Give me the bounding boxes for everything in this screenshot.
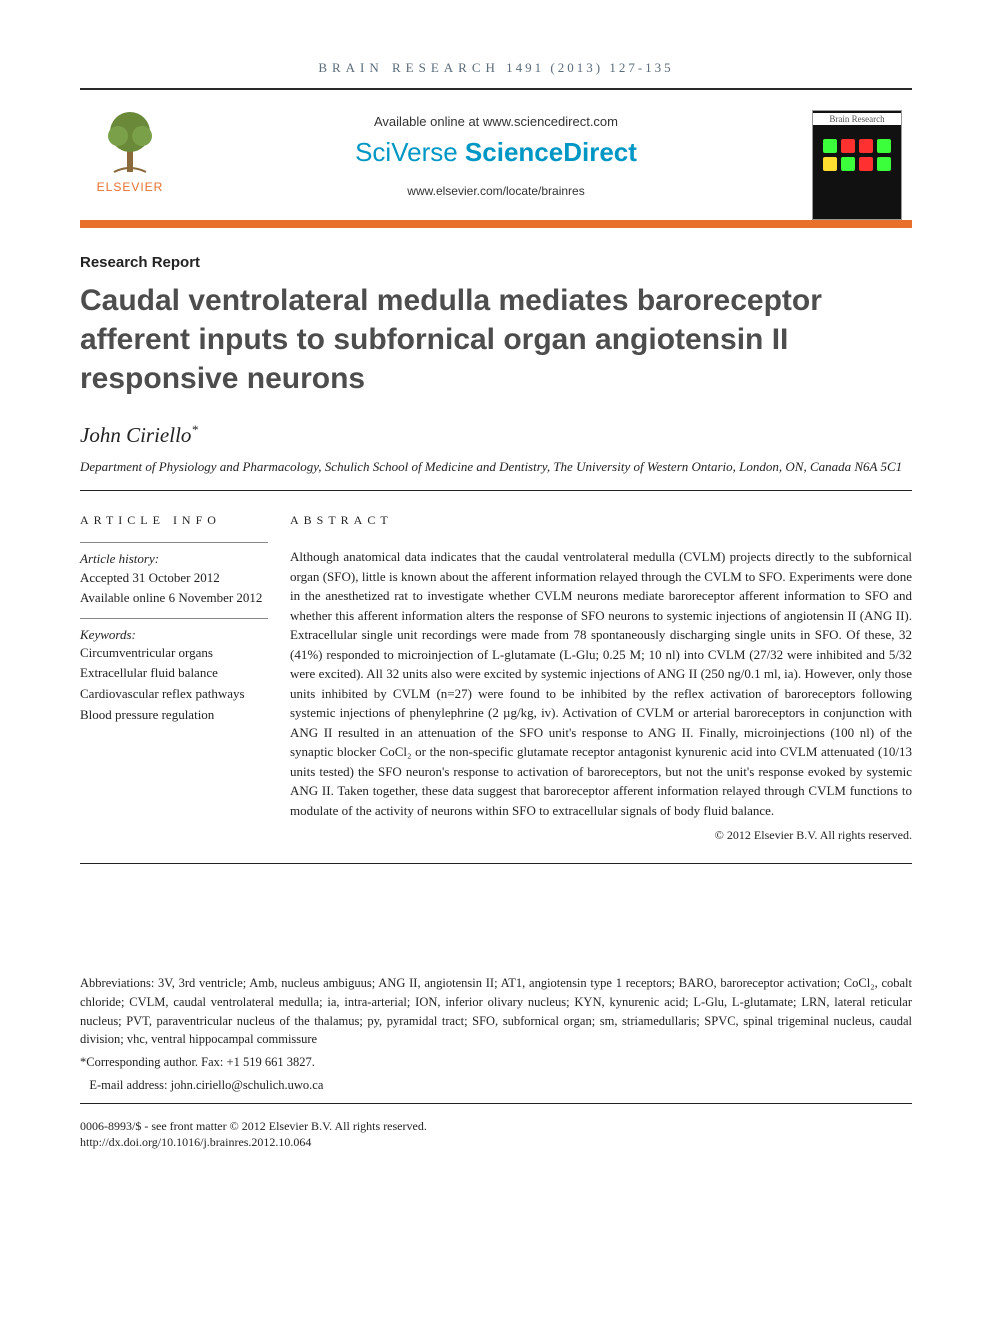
doi-link[interactable]: http://dx.doi.org/10.1016/j.brainres.201…	[80, 1134, 912, 1151]
journal-name: BRAIN RESEARCH	[318, 60, 500, 75]
email-line: E-mail address: john.ciriello@schulich.u…	[80, 1076, 912, 1095]
running-head: BRAIN RESEARCH 1491 (2013) 127-135	[80, 60, 912, 88]
email-address[interactable]: john.ciriello@schulich.uwo.ca	[171, 1078, 324, 1092]
abstract-text: Although anatomical data indicates that …	[290, 547, 912, 820]
legal-footer: 0006-8993/$ - see front matter © 2012 El…	[80, 1118, 912, 1152]
abstract-head: ABSTRACT	[290, 513, 912, 528]
banner-center: Available online at www.sciencedirect.co…	[180, 106, 812, 216]
accepted-date: Accepted 31 October 2012	[80, 569, 268, 587]
keyword: Cardiovascular reflex pathways	[80, 684, 268, 705]
keyword: Extracellular fluid balance	[80, 663, 268, 684]
issue-range: 1491 (2013) 127-135	[506, 60, 674, 75]
abstract-col: ABSTRACT Although anatomical data indica…	[290, 513, 912, 843]
elsevier-tree-icon	[100, 106, 160, 176]
journal-cover[interactable]: Brain Research	[812, 106, 912, 220]
keywords-label: Keywords:	[80, 627, 268, 643]
front-matter: 0006-8993/$ - see front matter © 2012 El…	[80, 1118, 912, 1135]
abbreviations: Abbreviations: 3V, 3rd ventricle; Amb, n…	[80, 974, 912, 1049]
sciencedirect-text: ScienceDirect	[465, 137, 637, 167]
cover-head: Brain Research	[813, 113, 901, 125]
keyword: Circumventricular organs	[80, 643, 268, 664]
journal-homepage-link[interactable]: www.elsevier.com/locate/brainres	[190, 184, 802, 198]
sub-divider	[80, 542, 268, 543]
article-title: Caudal ventrolateral medulla mediates ba…	[80, 281, 912, 398]
affiliation: Department of Physiology and Pharmacolog…	[80, 458, 912, 476]
author-name: John Ciriello*	[80, 422, 912, 448]
online-date: Available online 6 November 2012	[80, 589, 268, 607]
top-banner: ELSEVIER Available online at www.science…	[80, 88, 912, 228]
elsevier-logo[interactable]: ELSEVIER	[80, 106, 180, 202]
elsevier-label: ELSEVIER	[97, 180, 164, 194]
corr-mark: *	[191, 422, 198, 437]
available-online-line: Available online at www.sciencedirect.co…	[190, 114, 802, 129]
article-type: Research Report	[80, 254, 912, 271]
email-label: E-mail address:	[89, 1078, 170, 1092]
article-info-col: ARTICLE INFO Article history: Accepted 3…	[80, 513, 290, 843]
corresponding-author: *Corresponding author. Fax: +1 519 661 3…	[80, 1053, 912, 1072]
divider	[80, 490, 912, 491]
sciverse-text: SciVerse	[355, 137, 465, 167]
footnotes: Abbreviations: 3V, 3rd ventricle; Amb, n…	[80, 974, 912, 1095]
article-info-head: ARTICLE INFO	[80, 513, 268, 528]
keyword: Blood pressure regulation	[80, 705, 268, 726]
history-label: Article history:	[80, 551, 268, 567]
sciverse-brand[interactable]: SciVerse ScienceDirect	[190, 137, 802, 168]
divider	[80, 1103, 912, 1104]
cover-dots	[823, 139, 891, 171]
info-abstract-row: ARTICLE INFO Article history: Accepted 3…	[80, 513, 912, 843]
author-text: John Ciriello	[80, 423, 191, 447]
sub-divider	[80, 618, 268, 619]
copyright-line: © 2012 Elsevier B.V. All rights reserved…	[290, 828, 912, 843]
divider	[80, 863, 912, 864]
cover-thumb: Brain Research	[812, 110, 902, 220]
